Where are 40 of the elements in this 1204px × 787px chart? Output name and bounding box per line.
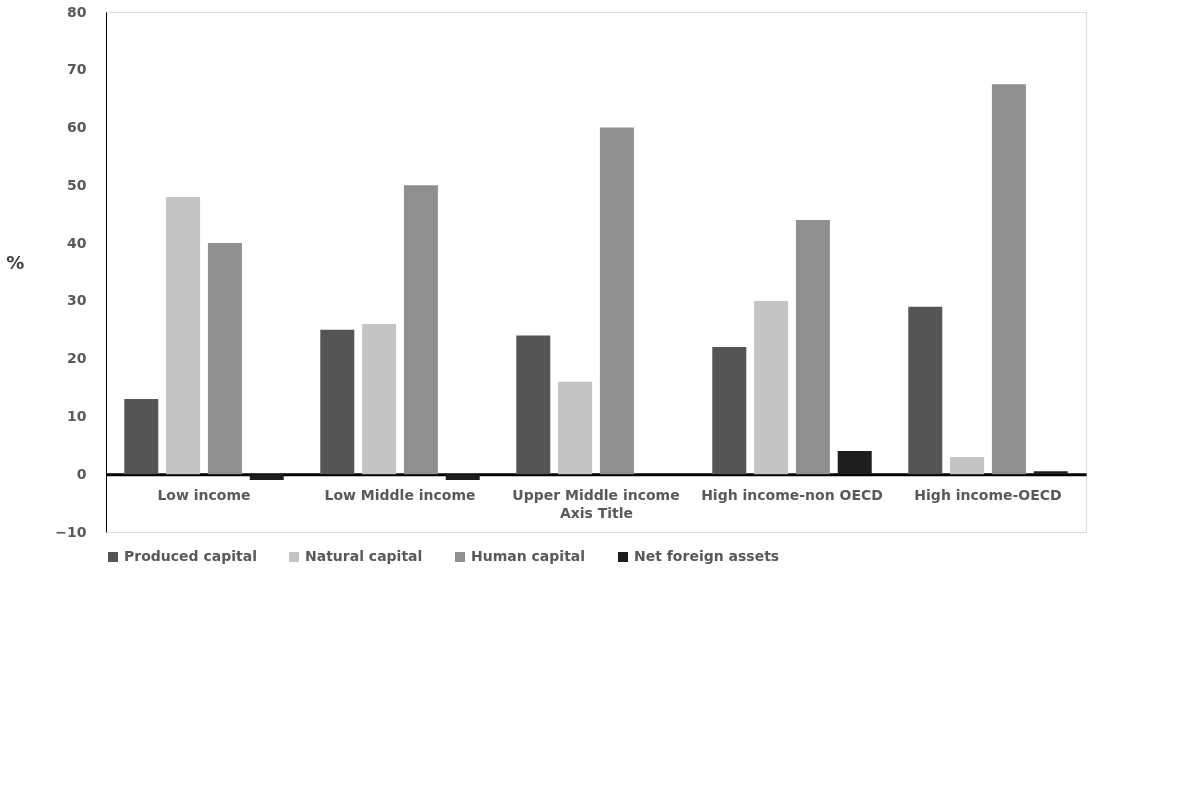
y-tick-label: 40 — [67, 234, 87, 251]
bar — [403, 185, 438, 475]
bar — [166, 196, 201, 475]
bar — [712, 347, 747, 475]
bar — [908, 306, 943, 475]
y-axis-title: % — [6, 251, 25, 273]
y-tick-label: 70 — [67, 61, 87, 78]
legend-label: Net foreign assets — [634, 548, 780, 564]
bar — [991, 84, 1026, 475]
bar — [1033, 471, 1068, 475]
y-tick-label: 10 — [67, 407, 87, 424]
x-tick-label: High income-non OECD — [701, 486, 883, 503]
bar — [207, 243, 242, 475]
y-tick-label: 60 — [67, 119, 87, 136]
x-tick-label: High income-OECD — [914, 486, 1062, 503]
bar — [249, 474, 284, 480]
y-tick-label: −10 — [55, 523, 87, 540]
y-tick-label: 0 — [76, 465, 87, 482]
bar — [837, 451, 872, 475]
y-tick-label: 80 — [67, 3, 87, 20]
bar — [516, 335, 551, 475]
bar — [362, 324, 397, 475]
x-axis-title: Axis Title — [559, 504, 634, 521]
x-tick-label: Low Middle income — [324, 486, 476, 503]
bar — [950, 456, 985, 475]
bar — [754, 300, 789, 475]
bar — [320, 329, 355, 475]
legend-label: Natural capital — [305, 548, 423, 564]
legend-label: Human capital — [471, 548, 586, 564]
x-tick-label: Upper Middle income — [512, 486, 680, 503]
bar — [599, 127, 634, 475]
y-tick-label: 50 — [67, 176, 87, 193]
bar — [124, 399, 159, 475]
y-tick-label: 20 — [67, 350, 87, 367]
bar — [795, 220, 830, 475]
bar — [445, 474, 480, 480]
bar — [558, 381, 593, 475]
x-tick-label: Low income — [157, 486, 251, 503]
legend-label: Produced capital — [124, 548, 257, 564]
y-tick-label: 30 — [67, 292, 87, 309]
